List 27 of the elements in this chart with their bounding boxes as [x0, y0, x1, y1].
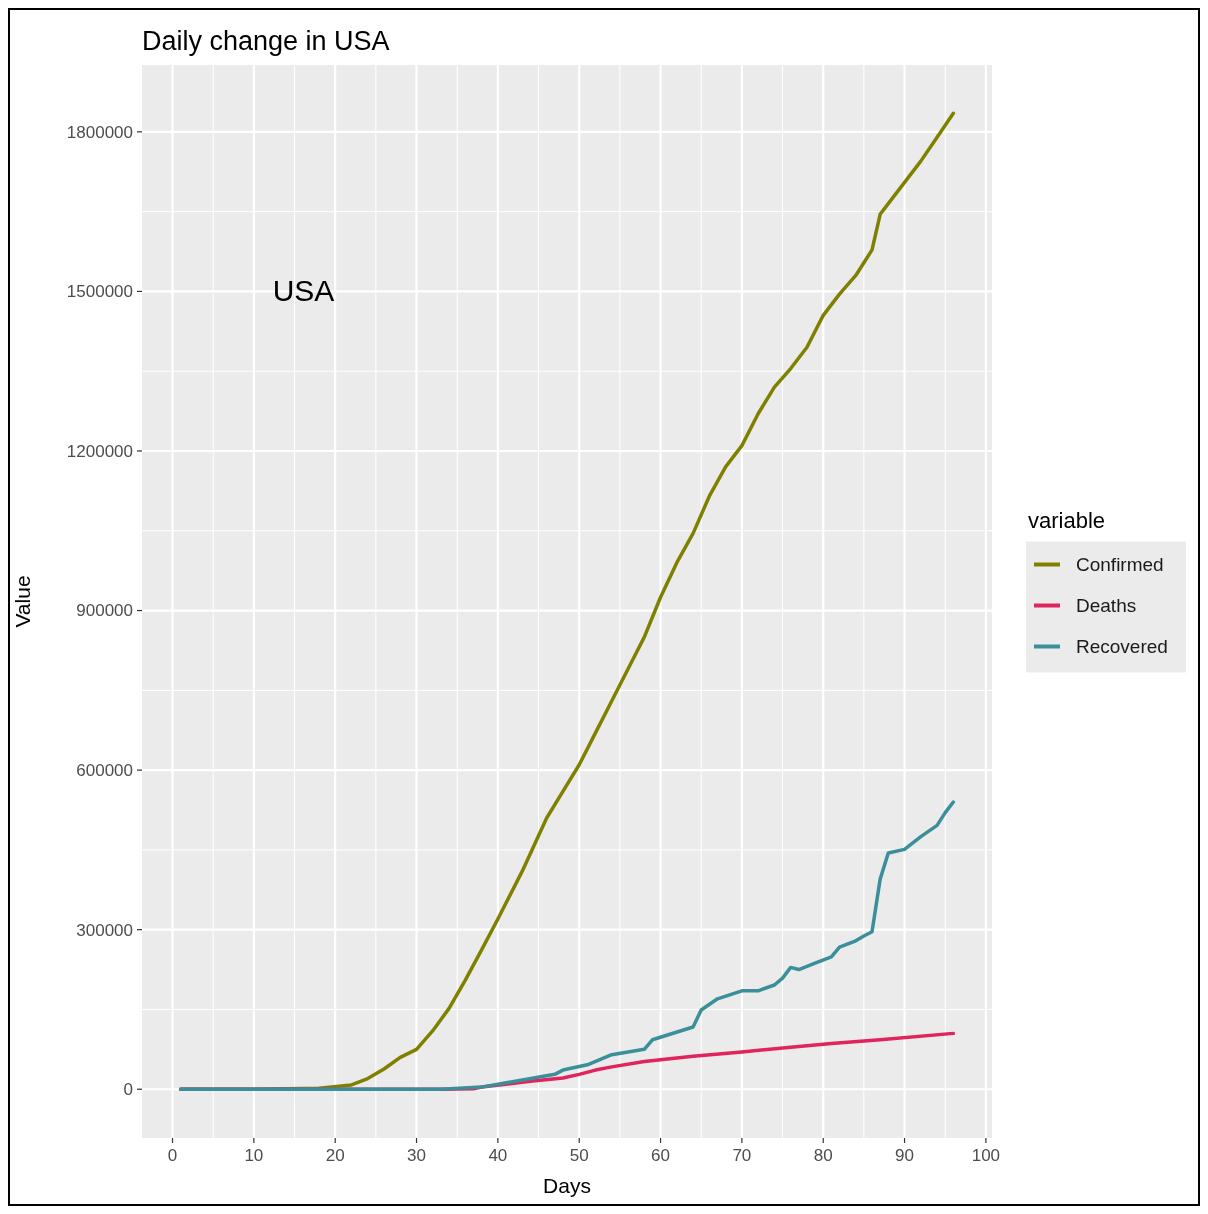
x-tick-label: 0 [167, 1146, 178, 1165]
legend-label: Recovered [1076, 636, 1168, 658]
line-series [178, 800, 956, 1091]
x-tick-label: 80 [813, 1146, 833, 1165]
x-tick-label: 90 [895, 1146, 915, 1165]
chart-title: Daily change in USA [142, 26, 390, 56]
y-tick-label: 0 [123, 1080, 133, 1100]
legend-label: Confirmed [1076, 554, 1164, 576]
y-tick-label: 1200000 [66, 441, 133, 461]
y-tick-label: 1800000 [66, 122, 133, 142]
y-tick-label: 600000 [76, 761, 133, 781]
x-tick-label: 10 [244, 1146, 264, 1165]
y-tick-label: 300000 [76, 920, 133, 940]
x-tick-label: 60 [651, 1146, 670, 1165]
legend-title: variable [1028, 507, 1106, 533]
x-tick-label: 40 [488, 1146, 508, 1165]
x-axis-title: Days [543, 1174, 591, 1197]
x-tick-label: 50 [569, 1146, 589, 1165]
legend-label: Deaths [1076, 595, 1137, 617]
x-tick-label: 20 [325, 1146, 345, 1165]
y-axis-title: Value [11, 575, 34, 628]
x-tick-label: 30 [407, 1146, 426, 1165]
annotation: USA [272, 274, 335, 308]
y-tick-label: 1500000 [66, 282, 133, 302]
x-tick-label: 70 [732, 1146, 752, 1165]
y-tick-label: 900000 [76, 601, 133, 621]
x-tick-label: 100 [971, 1146, 1001, 1165]
